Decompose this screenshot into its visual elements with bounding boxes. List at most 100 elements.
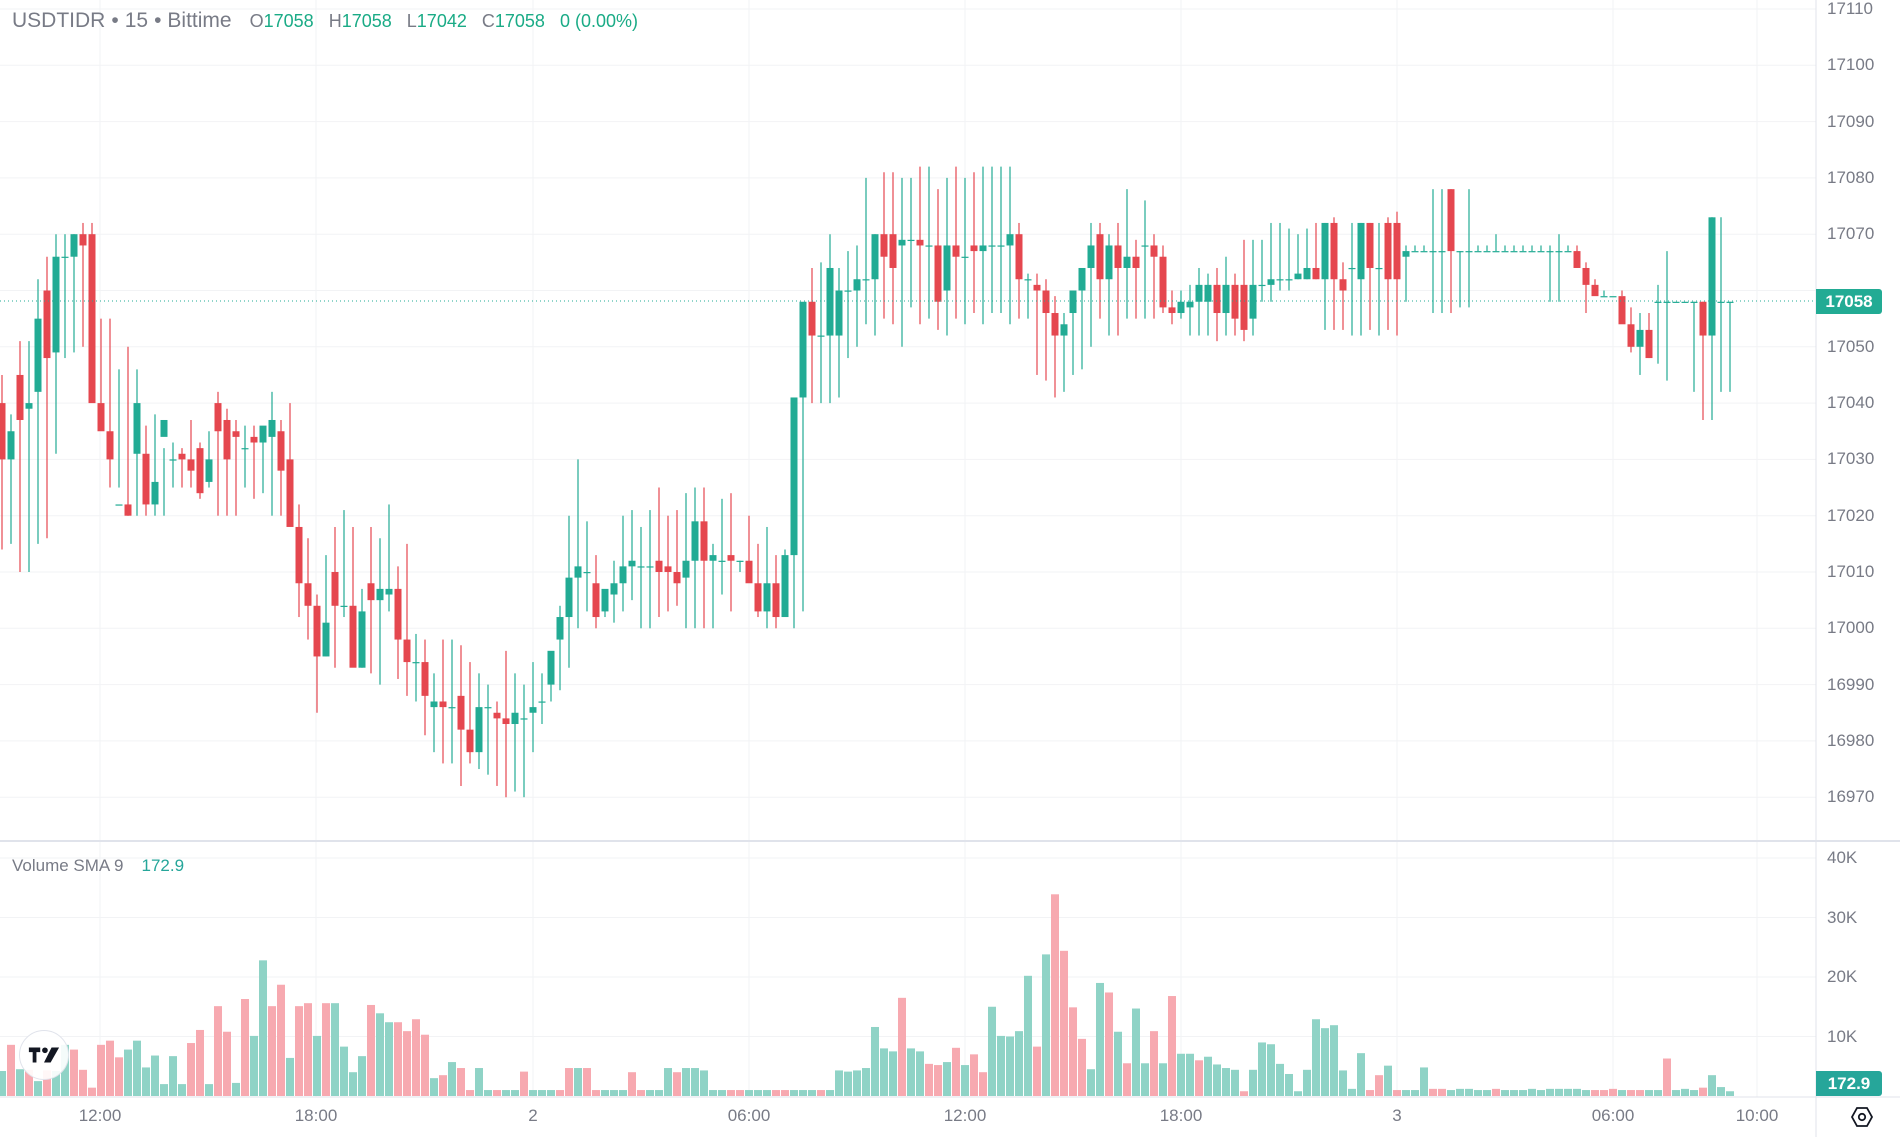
- volume-bar: [376, 1013, 384, 1096]
- candle: [1060, 313, 1068, 392]
- candle-body: [0, 403, 6, 460]
- volume-bar: [1501, 1090, 1509, 1096]
- candle: [781, 549, 789, 618]
- candle: [1294, 234, 1302, 280]
- volume-bar: [1591, 1090, 1599, 1096]
- candle: [1078, 267, 1086, 370]
- volume-bar: [340, 1046, 348, 1096]
- candle-body: [1717, 301, 1725, 303]
- volume-bar: [1276, 1063, 1284, 1096]
- volume-legend[interactable]: Volume SMA 9 172.9: [12, 856, 184, 876]
- candle: [916, 166, 924, 325]
- candle-body: [1528, 251, 1536, 253]
- volume-indicator-name[interactable]: Volume SMA 9: [12, 856, 124, 875]
- candle: [340, 510, 348, 618]
- candle: [403, 543, 411, 696]
- volume-bar: [430, 1078, 438, 1096]
- candle: [106, 318, 114, 488]
- candle: [1177, 290, 1185, 319]
- volume-bar: [1294, 1091, 1302, 1096]
- volume-bar: [1474, 1090, 1482, 1096]
- candle-body: [1060, 324, 1068, 336]
- candle-body: [1204, 284, 1212, 302]
- high-label: H: [328, 11, 342, 31]
- candle: [853, 245, 861, 347]
- volume-bar: [1321, 1028, 1329, 1096]
- settings-button[interactable]: [1850, 1105, 1874, 1129]
- candle-body: [1069, 290, 1077, 314]
- candle-body: [403, 639, 411, 663]
- candle: [1195, 267, 1203, 336]
- volume-bar: [7, 1044, 15, 1096]
- volume-bar: [1240, 1091, 1248, 1096]
- candle: [844, 251, 852, 359]
- candle: [1699, 301, 1707, 420]
- volume-bar: [1132, 1008, 1140, 1096]
- time-tick-label: 18:00: [1159, 1106, 1203, 1125]
- symbol-legend[interactable]: USDTIDR • 15 • Bittime O17058 H17058 L17…: [12, 9, 638, 33]
- volume-bar: [1573, 1088, 1581, 1096]
- candle: [898, 177, 906, 347]
- candle-body: [1213, 284, 1221, 314]
- candle-body: [1105, 245, 1113, 280]
- candle: [1726, 301, 1734, 392]
- candle: [817, 262, 825, 404]
- candle: [511, 673, 519, 792]
- candle-body: [1483, 251, 1491, 253]
- candle-body: [259, 425, 267, 443]
- candle-body: [1303, 267, 1311, 280]
- candle-body: [970, 245, 978, 252]
- candle-body: [457, 695, 465, 730]
- candle-body: [1618, 296, 1626, 325]
- volume-bar: [637, 1090, 645, 1096]
- volume-bar: [1105, 992, 1113, 1096]
- candle: [934, 189, 942, 330]
- candle-body: [196, 448, 204, 494]
- candle-body: [1402, 251, 1410, 257]
- candle-body: [1357, 222, 1365, 280]
- candle-body: [1591, 284, 1599, 297]
- candle-body: [169, 459, 177, 461]
- volume-bar: [367, 1004, 375, 1096]
- candle-body: [511, 712, 519, 725]
- candle-body: [133, 403, 141, 454]
- volume-bar: [727, 1090, 735, 1096]
- volume-bar: [25, 1069, 33, 1096]
- candle-body: [448, 707, 456, 709]
- volume-bar: [952, 1047, 960, 1096]
- candle-body: [1582, 267, 1590, 285]
- time-tick-label: 18:00: [294, 1106, 338, 1125]
- volume-bar: [592, 1090, 600, 1096]
- volume-bar: [1375, 1075, 1383, 1096]
- candle: [1537, 245, 1545, 253]
- candle-body: [1501, 251, 1509, 253]
- candle-body: [1366, 222, 1374, 268]
- candle-body: [1321, 222, 1329, 280]
- candle-body: [727, 555, 735, 561]
- candle: [394, 566, 402, 679]
- candle: [1708, 217, 1716, 420]
- candle-body: [1042, 290, 1050, 314]
- tradingview-logo[interactable]: [19, 1030, 69, 1080]
- candle: [952, 166, 960, 319]
- volume-bar: [925, 1063, 933, 1096]
- volume-bar: [1627, 1090, 1635, 1096]
- last-price-tag: 17058: [1816, 289, 1882, 314]
- volume-bars: [0, 894, 1734, 1096]
- volume-bar: [1645, 1090, 1653, 1096]
- candle-body: [124, 504, 132, 516]
- volume-bar: [781, 1090, 789, 1096]
- volume-bar: [115, 1057, 123, 1096]
- candle: [466, 662, 474, 764]
- volume-bar: [295, 1006, 303, 1096]
- volume-bar: [1231, 1069, 1239, 1096]
- symbol-name[interactable]: USDTIDR: [12, 9, 106, 32]
- candle: [1555, 234, 1563, 302]
- candle: [1276, 222, 1284, 291]
- volume-bar: [898, 997, 906, 1096]
- candle: [988, 166, 996, 314]
- candle-body: [1222, 284, 1230, 314]
- candle: [1213, 267, 1221, 342]
- candle-body: [673, 572, 681, 584]
